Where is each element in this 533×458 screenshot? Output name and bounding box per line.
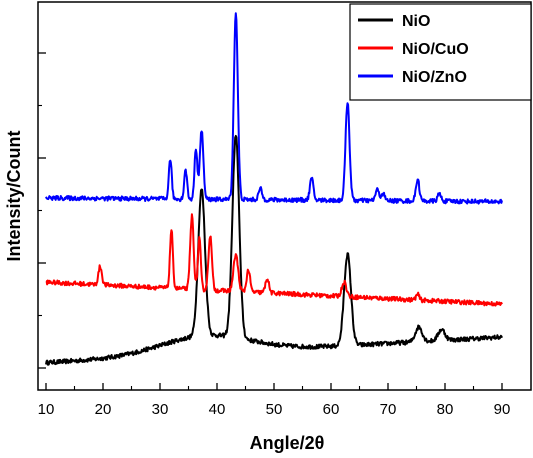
x-tick-label: 30 (152, 401, 169, 418)
series-line-nio (45, 134, 503, 366)
x-tick-label: 90 (494, 401, 511, 418)
x-tick-label: 70 (380, 401, 397, 418)
legend-label-nio: NiO (402, 13, 430, 30)
x-axis-title: Angle/2θ (250, 433, 325, 453)
plot-frame (37, 1, 532, 391)
legend-label-nio-zno: NiO/ZnO (402, 69, 467, 86)
x-tick-label: 10 (38, 401, 55, 418)
x-tick-label: 60 (323, 401, 340, 418)
y-axis-ticks (38, 52, 46, 369)
x-tick-label: 20 (95, 401, 112, 418)
x-tick-label: 40 (209, 401, 226, 418)
legend-label-nio-cuo: NiO/CuO (402, 41, 469, 58)
y-axis-title: Intensity/Count (4, 131, 24, 262)
series-line-nio-cuo (45, 213, 503, 307)
x-tick-label: 80 (437, 401, 454, 418)
series-line-nio-zno (45, 12, 503, 205)
legend: NiO NiO/CuO NiO/ZnO (349, 3, 532, 101)
x-tick-label: 50 (266, 401, 283, 418)
x-axis: 10 20 30 40 50 60 70 80 90 (38, 383, 511, 418)
series-lines (45, 12, 503, 366)
